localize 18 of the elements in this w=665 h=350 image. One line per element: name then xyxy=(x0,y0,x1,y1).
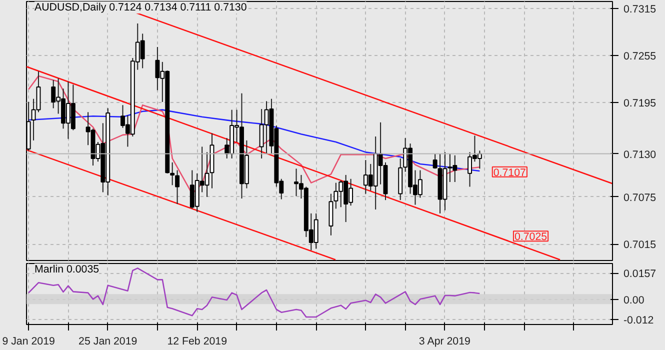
y-tick-label: 0.7015 xyxy=(624,239,656,252)
y-tick-label: 0.7195 xyxy=(624,98,656,110)
chart-title: Marlin 0.0035 xyxy=(34,264,100,276)
annotation: 0.7025 xyxy=(514,231,548,244)
chart-title: AUDUSD,Daily 0.7124 0.7134 0.7111 0.7130 xyxy=(34,2,247,14)
y-tick-label: 0.7075 xyxy=(624,192,656,204)
x-tick-label: 3 Apr 2019 xyxy=(418,336,471,348)
ref-line-label: 0.7130 xyxy=(624,148,656,161)
line-series xyxy=(28,109,480,172)
y-tick-label: 0.7255 xyxy=(624,50,656,63)
y-tick-label: 0.00 xyxy=(624,294,644,306)
x-tick-label: 9 Jan 2019 xyxy=(2,336,56,348)
y-tick-label: -0.012 xyxy=(624,314,654,326)
x-tick-label: 25 Jan 2019 xyxy=(78,336,138,348)
y-tick-label: 0.0157 xyxy=(624,268,656,280)
y-tick-label: 0.7315 xyxy=(624,4,656,16)
x-tick-label: 12 Feb 2019 xyxy=(167,336,228,348)
annotation: 0.7107 xyxy=(493,166,526,179)
